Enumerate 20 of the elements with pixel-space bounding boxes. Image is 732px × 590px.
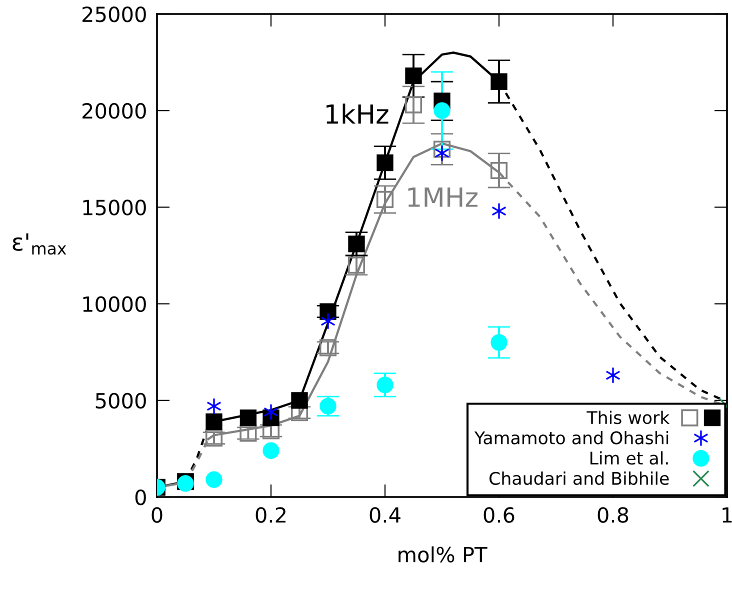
y-tick-label: 10000 <box>83 296 146 312</box>
x-tick-label: 0.8 <box>598 507 628 523</box>
y-tick-label: 25000 <box>82 6 146 22</box>
y-tick-label: 20000 <box>82 103 146 119</box>
legend-label: Chaudari and Bibhile <box>490 472 669 485</box>
y-tick-label: 15000 <box>83 200 146 216</box>
y-tick-label: 5000 <box>96 392 146 409</box>
x-tick-label: 0.4 <box>370 507 400 523</box>
y-tick-label: 0 <box>135 489 146 506</box>
y-axis-title: ε'$_{max}$ <box>12 233 66 255</box>
x-tick-label: 0 <box>152 507 162 523</box>
legend-label: Lim et al. <box>590 451 668 465</box>
legend-label: Yamamoto and Ohashi <box>474 430 668 444</box>
annotation: 1kHz <box>326 104 388 124</box>
x-axis-title: mol% PT <box>398 546 488 562</box>
legend-label: This work <box>586 410 670 424</box>
x-tick-label: 0.2 <box>256 507 286 523</box>
x-tick-label: 0.6 <box>484 507 514 523</box>
x-tick-label: 1 <box>722 507 732 523</box>
annotation: 1MHz <box>408 188 478 207</box>
